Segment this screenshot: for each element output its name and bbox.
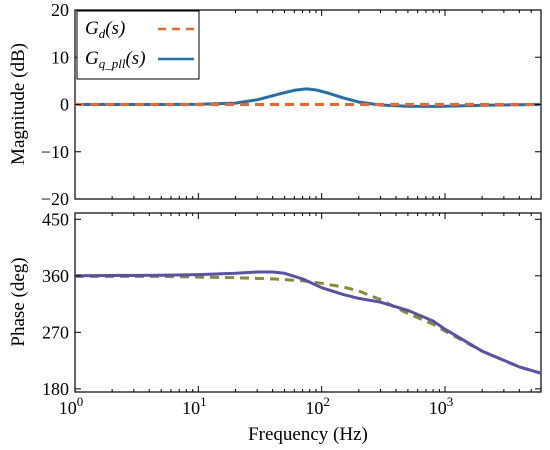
phase-y-tick-label: 180 [42,379,69,399]
phase-y-tick-label: 450 [42,209,69,229]
legend-gd-sub: d [99,26,106,41]
phase-y-axis-label: Phase (deg) [8,257,29,346]
magnitude-y-tick-label: −20 [41,189,69,209]
legend-label-gd: Gd(s) [85,18,125,41]
x-axis-label: Frequency (Hz) [248,424,368,445]
phase-series-group [74,270,542,375]
legend-gd-tail: (s) [105,18,125,39]
phase-y-ticks: 450 360 270 180 [42,209,541,399]
magnitude-y-tick-label: 20 [51,0,69,20]
phase-y-tick-label: 360 [42,266,69,286]
x-tick-label: 103 [429,394,454,418]
x-tick-base: 10 [182,398,200,418]
magnitude-y-ticks: 20 10 0 −10 −20 [41,0,541,209]
x-tick-exponent: 3 [447,394,454,409]
x-tick-label: 101 [182,394,207,418]
x-tick-exponent: 0 [77,394,84,409]
legend: Gd(s) Gq_pll(s) [76,10,200,80]
legend-gd-main: G [85,18,99,39]
x-tick-base: 10 [59,398,77,418]
legend-box [76,10,200,80]
legend-gq-main: G [85,48,99,69]
phase-y-tick-label: 270 [42,322,69,342]
magnitude-y-axis-label: Magnitude (dB) [8,43,29,165]
x-tick-label: 100 [59,394,84,418]
x-tick-base: 10 [429,398,447,418]
x-tick-exponent: 2 [323,394,330,409]
magnitude-y-tick-label: −10 [41,142,69,162]
magnitude-y-tick-label: 0 [60,95,69,115]
phase-x-ticks: 100 101 102 103 [59,213,542,418]
phase-series-gq-pll [74,270,542,375]
legend-gq-sub: q_pll [99,56,126,71]
x-tick-exponent: 1 [200,394,207,409]
phase-series-gd [75,274,542,375]
legend-gq-tail: (s) [125,48,145,69]
phase-axes-box [74,212,542,393]
legend-label-gq-pll: Gq_pll(s) [85,48,146,71]
magnitude-y-tick-label: 10 [51,47,69,67]
x-tick-label: 102 [305,394,330,418]
magnitude-series-group [75,87,542,108]
x-tick-base: 10 [305,398,323,418]
